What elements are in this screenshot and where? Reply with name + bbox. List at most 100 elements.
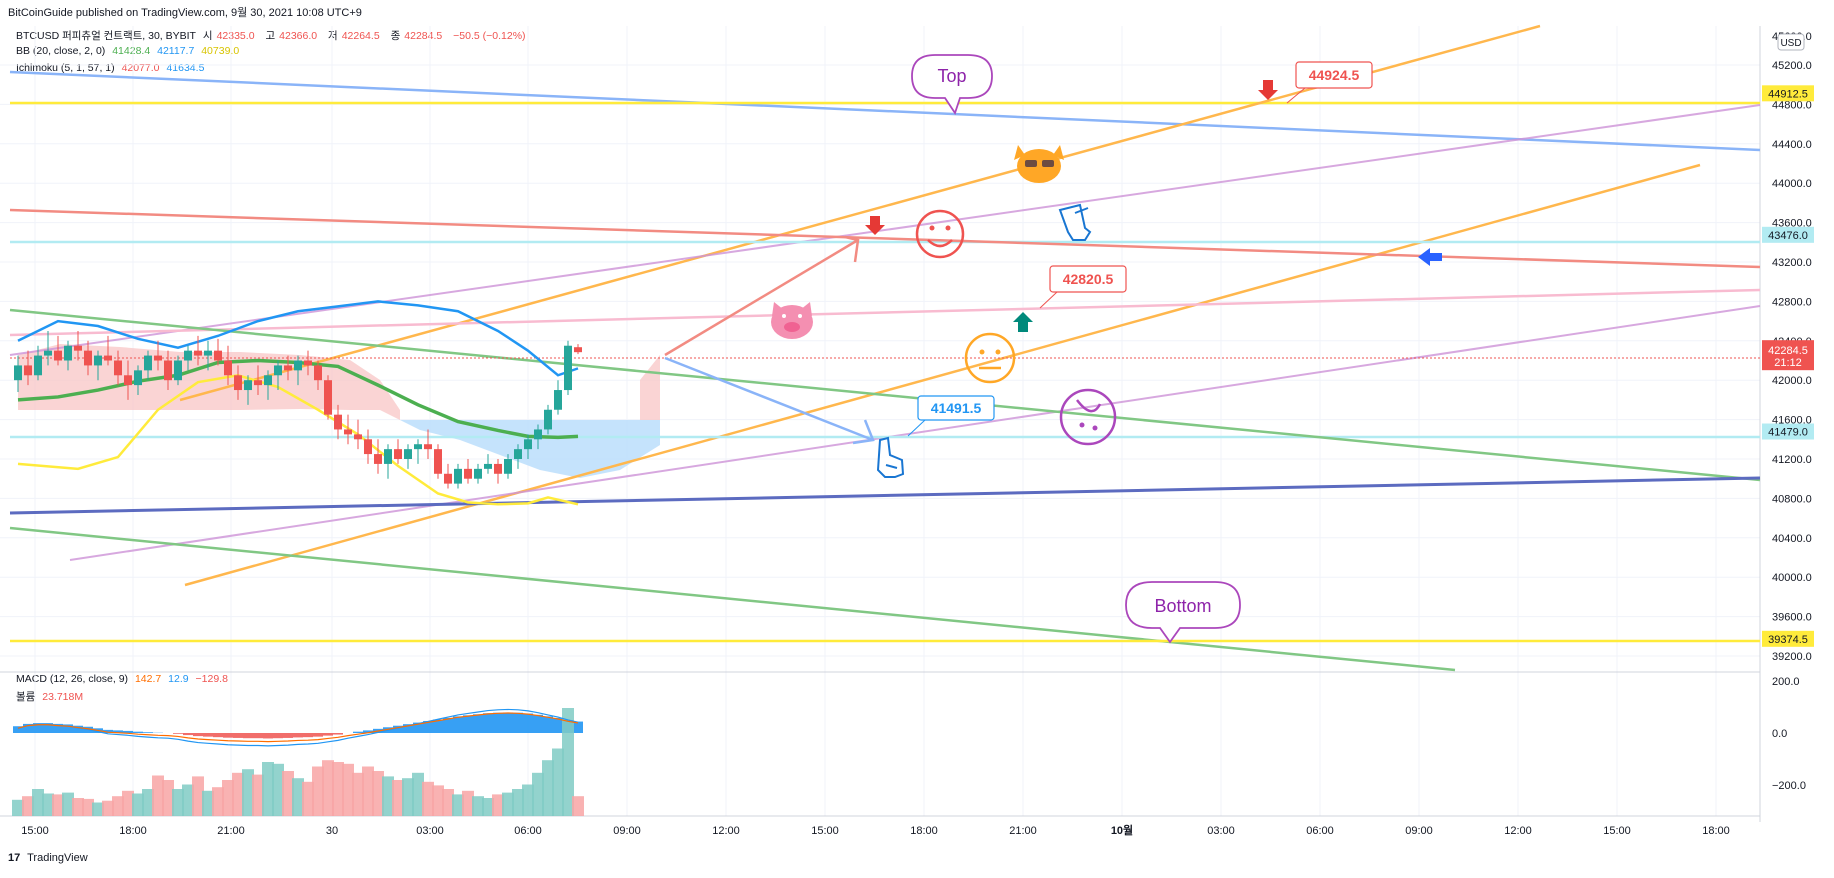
macd-hist-bar bbox=[243, 733, 253, 739]
candle-body bbox=[14, 365, 22, 381]
candle-body bbox=[354, 434, 362, 440]
volume-value: 23.718M bbox=[42, 691, 84, 703]
footer-brand[interactable]: TradingView bbox=[27, 852, 88, 864]
candle bbox=[264, 370, 272, 400]
projection-arrow-up bbox=[664, 238, 859, 357]
trendline-lilac-upper bbox=[9, 104, 1761, 356]
smiley-face-icon bbox=[915, 209, 965, 259]
volume-bar bbox=[222, 780, 234, 816]
candle bbox=[414, 439, 422, 464]
candle-body bbox=[254, 380, 262, 386]
candle bbox=[124, 360, 132, 400]
candle bbox=[344, 414, 352, 445]
macd-hist-bar bbox=[103, 729, 113, 733]
price-badge-44912.5: 44912.5 bbox=[1762, 85, 1814, 102]
time-tick-label: 03:00 bbox=[1207, 825, 1235, 837]
macd-hist-bar bbox=[223, 733, 233, 738]
volume-bar bbox=[262, 762, 274, 816]
candle-body bbox=[514, 449, 522, 459]
volume-bar bbox=[102, 800, 114, 816]
volume-bar bbox=[172, 789, 184, 816]
macd-value-2: 12.9 bbox=[168, 673, 189, 685]
macd-legend[interactable]: MACD (12, 26, close, 9) 142.7 12.9 −129.… bbox=[16, 673, 232, 685]
candle bbox=[464, 459, 472, 484]
volume-legend[interactable]: 볼륨 23.718M bbox=[16, 689, 87, 704]
volume-bar bbox=[22, 796, 34, 816]
callout-41491-text: 41491.5 bbox=[931, 400, 982, 416]
candle-body bbox=[214, 350, 222, 361]
macd-hist-bar bbox=[263, 733, 273, 739]
volume-bar bbox=[472, 796, 484, 816]
candle-body bbox=[424, 444, 432, 450]
volume-bar bbox=[432, 785, 444, 816]
volume-bar bbox=[572, 796, 584, 816]
candle-body bbox=[534, 429, 542, 440]
projection-arrowhead-up bbox=[844, 235, 860, 263]
time-tick-label: 21:00 bbox=[1009, 825, 1037, 837]
volume-bar bbox=[392, 780, 404, 816]
bb-legend[interactable]: BB (20, close, 2, 0) 41428.4 42117.7 407… bbox=[16, 45, 243, 57]
candle bbox=[174, 355, 182, 386]
candle-body bbox=[194, 350, 202, 356]
candle bbox=[374, 439, 382, 474]
candle-body bbox=[374, 454, 382, 464]
macd-hist-bar bbox=[43, 723, 53, 733]
candle-body bbox=[44, 350, 52, 356]
candle bbox=[134, 365, 142, 395]
candle-body bbox=[144, 355, 152, 371]
candle bbox=[474, 463, 482, 484]
trendline-green-lower bbox=[9, 526, 1456, 672]
price-tick-label: 43600.0 bbox=[1772, 218, 1812, 230]
volume-bar bbox=[442, 789, 454, 816]
candle bbox=[34, 345, 42, 381]
time-tick-label: 18:00 bbox=[119, 825, 147, 837]
volume-bar bbox=[152, 775, 164, 816]
ohlc-low: 저 42264.5 bbox=[328, 30, 380, 42]
bb-upper-value: 42117.7 bbox=[157, 45, 195, 57]
bb-lower-value: 40739.0 bbox=[201, 45, 240, 57]
volume-bar bbox=[142, 789, 154, 816]
volume-bar bbox=[382, 776, 394, 816]
macd-tick-label: −200.0 bbox=[1772, 780, 1806, 792]
macd-hist-bar bbox=[553, 717, 563, 733]
candle-body bbox=[394, 449, 402, 459]
macd-hist-bar bbox=[543, 716, 553, 733]
bb-mid-value: 41428.4 bbox=[112, 45, 151, 57]
time-tick-label: 15:00 bbox=[21, 825, 49, 837]
candle bbox=[74, 330, 82, 361]
volume-bar bbox=[482, 798, 494, 816]
candle bbox=[384, 444, 392, 479]
macd-hist-bar bbox=[513, 712, 523, 733]
macd-hist-bar bbox=[133, 731, 143, 733]
candle-body bbox=[504, 459, 512, 474]
candle bbox=[164, 350, 172, 391]
macd-hist-bar bbox=[123, 730, 133, 733]
macd-hist-bar bbox=[23, 723, 33, 733]
candle-body bbox=[464, 468, 472, 479]
candle bbox=[84, 340, 92, 376]
macd-hist-bar bbox=[423, 721, 433, 733]
macd-hist-bar bbox=[13, 726, 23, 733]
macd-tick-label: 200.0 bbox=[1772, 676, 1800, 688]
candle bbox=[24, 350, 32, 386]
grid bbox=[0, 26, 1760, 816]
pointing-down-hand-icon bbox=[1058, 203, 1092, 241]
ichimoku-cloud-red-2 bbox=[640, 355, 660, 420]
symbol-title[interactable]: BTCUSD 퍼피츄얼 컨트랙트, 30, BYBIT bbox=[16, 30, 196, 42]
price-callout-44924: 44924.5 bbox=[1286, 61, 1373, 104]
pointing-up-hand-icon bbox=[876, 436, 905, 478]
candle bbox=[394, 439, 402, 464]
macd-hist-bar bbox=[173, 733, 183, 734]
svg-text:42284.5: 42284.5 bbox=[1768, 345, 1808, 357]
candle bbox=[514, 444, 522, 469]
svg-text:43476.0: 43476.0 bbox=[1768, 230, 1808, 242]
volume-bar bbox=[272, 763, 284, 816]
macd-hist-bar bbox=[493, 712, 503, 733]
candle-body bbox=[294, 360, 302, 371]
bb-upper-band bbox=[17, 300, 579, 377]
candle bbox=[64, 340, 72, 371]
volume-bar bbox=[132, 793, 144, 816]
macd-hist-bar bbox=[503, 712, 513, 733]
volume-bar bbox=[302, 781, 314, 816]
